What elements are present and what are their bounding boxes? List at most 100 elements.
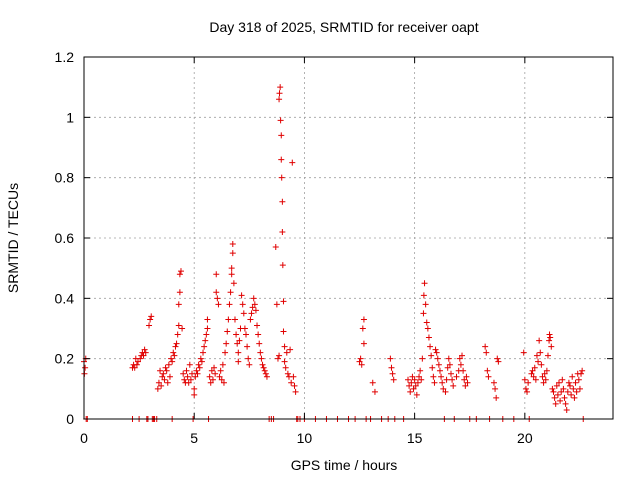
data-point	[228, 271, 235, 278]
data-point	[462, 382, 469, 389]
data-point	[555, 379, 562, 386]
data-point	[543, 367, 550, 374]
data-point	[222, 349, 229, 356]
data-point	[133, 361, 140, 368]
data-point	[204, 316, 211, 323]
data-point	[246, 361, 253, 368]
data-point	[166, 373, 173, 380]
data-point	[175, 301, 182, 308]
data-point	[408, 379, 415, 386]
data-point	[195, 361, 202, 368]
data-point	[183, 367, 190, 374]
data-point	[204, 325, 211, 332]
data-point	[575, 376, 582, 383]
data-point	[165, 361, 172, 368]
y-tick-label: 0.6	[55, 230, 75, 246]
data-point	[525, 379, 532, 386]
data-point	[539, 373, 546, 380]
y-tick-label: 0.8	[55, 170, 75, 186]
data-point	[142, 349, 149, 356]
data-point	[529, 367, 536, 374]
data-point	[552, 400, 559, 407]
data-point	[187, 376, 194, 383]
data-point	[172, 343, 179, 350]
data-point	[492, 385, 499, 392]
data-point	[290, 373, 297, 380]
data-point	[213, 271, 220, 278]
data-point	[578, 370, 585, 377]
data-point	[420, 292, 427, 299]
data-point	[449, 376, 456, 383]
x-tick-label: 5	[190, 430, 198, 446]
data-point	[173, 340, 180, 347]
y-tick-label: 1.2	[55, 49, 75, 65]
data-point	[276, 90, 283, 97]
data-point	[425, 334, 432, 341]
data-point	[535, 358, 542, 365]
data-point	[407, 388, 414, 395]
data-point	[538, 361, 545, 368]
data-point	[191, 391, 198, 398]
data-point	[406, 382, 413, 389]
data-point	[229, 241, 236, 248]
data-point	[169, 358, 176, 365]
data-point	[251, 301, 258, 308]
data-point	[131, 364, 138, 371]
data-point	[184, 373, 191, 380]
y-tick-label: 0	[66, 411, 74, 427]
data-point	[284, 370, 291, 377]
data-point	[288, 379, 295, 386]
data-point	[146, 322, 153, 329]
data-point	[206, 373, 213, 380]
x-tick-label: 20	[517, 430, 533, 446]
data-point	[433, 349, 440, 356]
data-point	[176, 289, 183, 296]
data-point	[241, 325, 248, 332]
data-point	[274, 355, 281, 362]
data-point	[135, 358, 142, 365]
data-point	[563, 406, 570, 413]
grid-lines	[84, 57, 613, 419]
y-tick-label: 0.4	[55, 290, 75, 306]
data-point	[493, 394, 500, 401]
data-points	[81, 84, 587, 422]
data-point	[231, 316, 238, 323]
data-point	[278, 174, 285, 181]
data-point	[548, 343, 555, 350]
data-point	[185, 379, 192, 386]
data-point	[163, 367, 170, 374]
data-point	[459, 352, 466, 359]
data-point	[208, 367, 215, 374]
data-point	[554, 391, 561, 398]
data-point	[171, 352, 178, 359]
data-point	[227, 289, 234, 296]
data-point	[424, 325, 431, 332]
data-point	[532, 376, 539, 383]
data-point	[147, 316, 154, 323]
data-point	[217, 367, 224, 374]
data-point	[277, 84, 284, 91]
data-point	[230, 280, 237, 287]
data-point	[356, 358, 363, 365]
data-point	[256, 340, 263, 347]
data-point	[202, 337, 209, 344]
data-point	[218, 376, 225, 383]
data-point	[427, 343, 434, 350]
data-point	[179, 325, 186, 332]
y-tick-label: 0.2	[55, 351, 75, 367]
data-point	[432, 346, 439, 353]
data-point	[229, 250, 236, 257]
data-point	[456, 355, 463, 362]
data-point	[390, 376, 397, 383]
data-point	[520, 349, 527, 356]
data-point	[549, 385, 556, 392]
data-point	[287, 346, 294, 353]
data-point	[551, 394, 558, 401]
data-point	[561, 394, 568, 401]
data-point	[279, 198, 286, 205]
data-point	[559, 376, 566, 383]
data-point	[198, 358, 205, 365]
data-point	[257, 349, 264, 356]
data-point	[536, 337, 543, 344]
data-point	[263, 373, 270, 380]
